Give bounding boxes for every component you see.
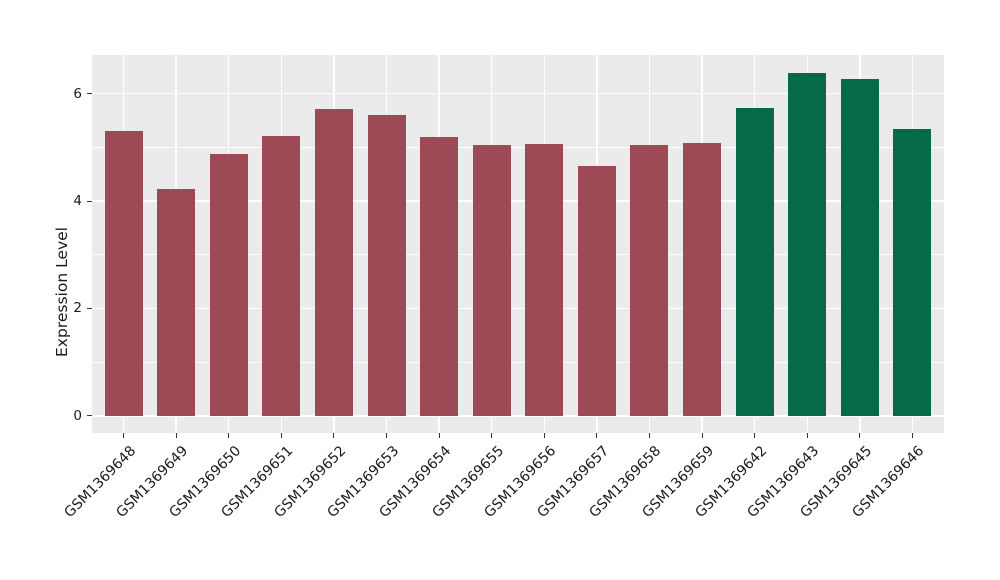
bar-GSM1369651 bbox=[262, 135, 300, 416]
gridline-y-0 bbox=[92, 415, 944, 417]
bar-GSM1369643 bbox=[788, 73, 826, 416]
y-axis-title: Expression Level bbox=[53, 227, 71, 357]
gridline-y-minor-3 bbox=[92, 254, 944, 256]
x-tick-mark-GSM1369643 bbox=[806, 433, 808, 438]
x-tick-mark-GSM1369648 bbox=[123, 433, 125, 438]
gridline-y-minor-1 bbox=[92, 361, 944, 363]
bar-GSM1369655 bbox=[473, 145, 511, 416]
bar-GSM1369646 bbox=[893, 129, 931, 416]
x-tick-mark-GSM1369653 bbox=[386, 433, 388, 438]
x-tick-mark-GSM1369657 bbox=[596, 433, 598, 438]
x-tick-mark-GSM1369651 bbox=[280, 433, 282, 438]
y-tick-mark-6 bbox=[87, 93, 92, 95]
x-tick-mark-GSM1369645 bbox=[859, 433, 861, 438]
x-tick-mark-GSM1369652 bbox=[333, 433, 335, 438]
x-tick-mark-GSM1369656 bbox=[543, 433, 545, 438]
gridline-y-minor-5 bbox=[92, 146, 944, 148]
bar-GSM1369649 bbox=[157, 189, 195, 416]
y-tick-label-2: 2 bbox=[73, 300, 82, 317]
gridline-y-2 bbox=[92, 307, 944, 310]
bar-GSM1369657 bbox=[578, 165, 616, 416]
x-tick-mark-GSM1369658 bbox=[648, 433, 650, 438]
x-tick-mark-GSM1369654 bbox=[438, 433, 440, 438]
gridline-y-6 bbox=[92, 92, 944, 95]
x-tick-mark-GSM1369642 bbox=[754, 433, 756, 438]
x-tick-mark-GSM1369646 bbox=[911, 433, 913, 438]
bar-GSM1369656 bbox=[525, 143, 563, 416]
x-tick-mark-GSM1369650 bbox=[228, 433, 230, 438]
x-tick-mark-GSM1369649 bbox=[175, 433, 177, 438]
y-tick-mark-2 bbox=[87, 307, 92, 309]
x-tick-mark-GSM1369659 bbox=[701, 433, 703, 438]
x-tick-mark-GSM1369655 bbox=[491, 433, 493, 438]
bar-GSM1369642 bbox=[736, 108, 774, 416]
bar-GSM1369659 bbox=[683, 142, 721, 416]
y-tick-label-6: 6 bbox=[73, 85, 82, 102]
bar-GSM1369658 bbox=[630, 144, 668, 416]
y-tick-label-0: 0 bbox=[73, 407, 82, 424]
y-tick-mark-4 bbox=[87, 200, 92, 202]
bar-GSM1369652 bbox=[315, 109, 353, 416]
y-tick-label-4: 4 bbox=[73, 193, 82, 210]
bar-GSM1369653 bbox=[368, 115, 406, 416]
gridline-y-4 bbox=[92, 200, 944, 202]
y-tick-mark-0 bbox=[87, 415, 92, 417]
bar-GSM1369648 bbox=[105, 131, 143, 416]
bar-GSM1369654 bbox=[420, 136, 458, 416]
bar-GSM1369645 bbox=[841, 78, 879, 416]
bar-GSM1369650 bbox=[210, 154, 248, 416]
